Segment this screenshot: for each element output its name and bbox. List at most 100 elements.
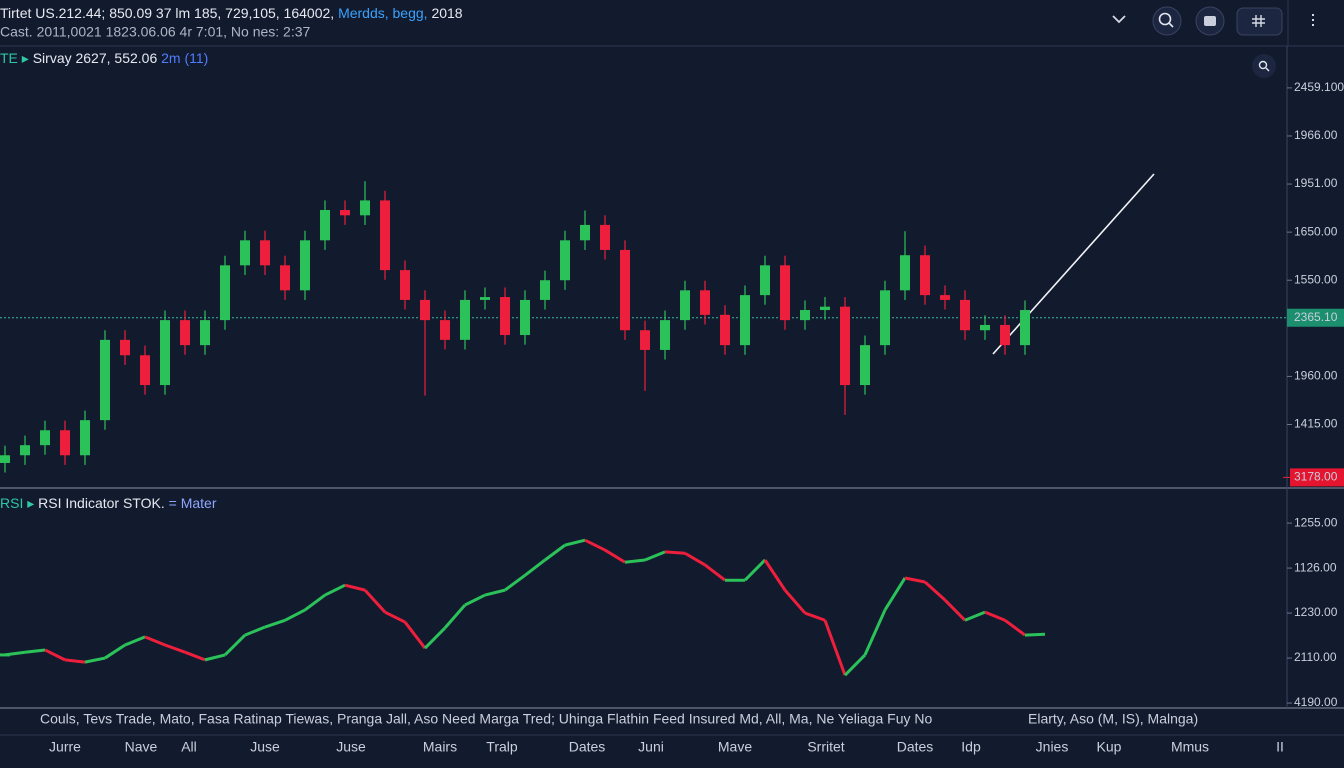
rsi-segment [564,538,586,547]
candle-body [140,355,150,386]
rsi-segment [943,598,967,622]
rsi-segment [1004,619,1026,637]
candle-body [500,297,510,336]
y-tick-label: 1966.00 [1294,128,1338,142]
rsi-segment [863,609,887,656]
header-link[interactable]: Merdds, begg, [338,5,428,21]
candle-body [940,295,950,300]
zoom-icon-handle [1265,67,1270,72]
y-tick-label: 1255.00 [1294,515,1338,529]
price-legend: TE ▸ Sirvay 2627, 552.06 2m (11) [0,50,208,66]
candle-body [20,445,30,456]
rsi-segment [244,625,266,637]
candle-body [1000,324,1010,346]
time-label: Tralp [486,739,518,755]
candle-body [540,280,550,300]
rsi-segment [84,656,106,664]
rsi-segment [624,558,646,564]
y-tick-label: 1951.00 [1294,176,1338,190]
rsi-segment [904,576,926,584]
rsi-segment [184,650,206,662]
rsi-segment [284,608,306,622]
rsi-segment [164,643,186,654]
header-line1: Tirtet US.212.44; 850.09 37 lm 185, 729,… [0,5,463,21]
candle-body [740,295,750,346]
header-line2: Cast. 2011,0021 1823.06.06 4r 7:01, No n… [0,24,311,40]
candle-body [80,420,90,456]
candle-body [1020,310,1030,346]
legend-prefix: RSI ▸ [0,495,34,511]
candle-body [380,200,390,271]
y-tick-label: 2110.00 [1294,650,1337,664]
candle-body [920,255,930,296]
candle-body [120,339,130,356]
y-tick-label: 1650.00 [1294,224,1338,238]
y-tick-label: 1960.00 [1294,369,1338,383]
rsi-segment [524,558,546,577]
candle-body [960,299,970,331]
y-tick-label: 1415.00 [1294,417,1338,431]
time-label: Juni [638,739,664,755]
rsi-segment [104,643,126,660]
y-tick-label: 1550.00 [1294,272,1338,286]
rsi-segment [344,583,366,592]
alert-label: 3178.00 [1294,470,1338,484]
time-label: All [181,739,197,755]
rsi-segment [783,589,807,615]
legend-interval[interactable]: 2m (11) [161,50,208,66]
rsi-segment [264,618,286,629]
rsi-segment [204,653,226,662]
rsi-segment [124,635,146,647]
candle-body [820,306,830,311]
legend-source[interactable]: = Mater [169,495,217,511]
rsi-segment [823,619,847,676]
rsi-segment [763,559,787,591]
candle-body [220,265,230,321]
legend-title: RSI Indicator STOK. [38,495,165,511]
header-year: 2018 [431,5,462,21]
candle-body [980,324,990,331]
search-button[interactable] [1152,6,1182,36]
footer-row1: Couls, Tevs Trade, Mato, Fasa Ratinap Ti… [40,711,933,727]
rsi-segment [4,650,26,657]
candle-body [360,200,370,216]
last-price-box [1287,308,1344,327]
dropdown-icon[interactable] [1112,15,1126,24]
last-price-label: 2365.10 [1294,310,1338,324]
rsi-segment [644,550,666,562]
time-label: II [1276,739,1284,755]
time-label: Mmus [1171,739,1209,755]
time-label: Idp [961,739,981,755]
rsi-segment [604,548,626,564]
candle-body [700,290,710,315]
time-label: Nave [125,739,158,755]
rsi-segment [443,603,467,629]
candle-body [720,314,730,346]
zoom-icon [1258,60,1268,70]
time-label: Mave [718,739,752,755]
time-label: Kup [1097,739,1122,755]
rsi-segment [384,610,406,624]
candle-body [660,320,670,350]
rsi-segment [843,653,867,677]
rsi-segment [804,611,826,622]
trend-line[interactable] [992,173,1155,355]
time-label: Juse [336,739,366,755]
candle-body [460,299,470,340]
candle-body [240,240,250,266]
y-tick-label: 1230.00 [1294,605,1338,619]
candle-body [300,240,310,291]
candle-body [260,240,270,266]
candle-body [40,430,50,446]
candle-body [400,270,410,300]
rsi-segment [223,634,247,656]
candle-body [620,249,630,331]
rsi-segment [363,589,387,614]
settings-button[interactable] [1236,7,1283,36]
candle-body [600,224,610,250]
rsi-segment [64,658,86,664]
zoom-button[interactable] [1252,54,1276,78]
candle-body [280,265,290,291]
candle-body [680,290,690,321]
